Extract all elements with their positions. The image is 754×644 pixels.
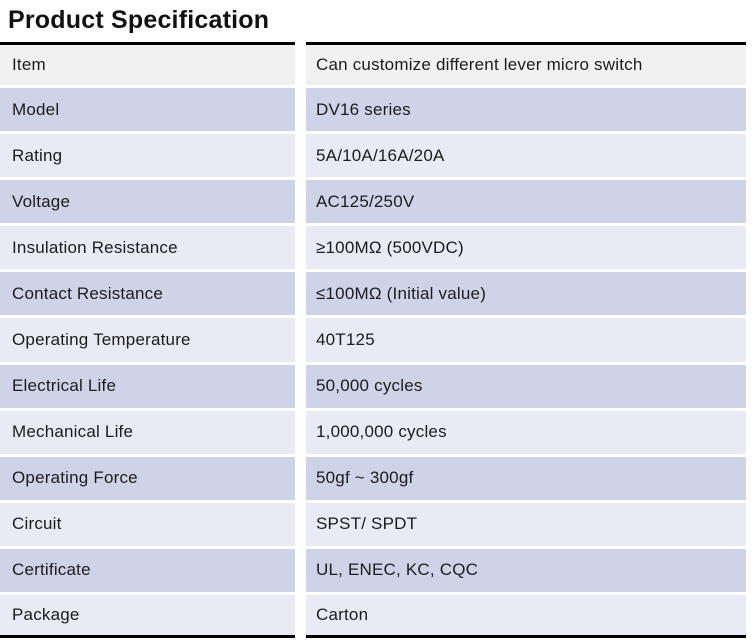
spec-label-cell: Electrical Life <box>0 364 295 408</box>
spec-value-cell: 5A/10A/16A/20A <box>306 134 746 178</box>
spec-value-cell: 50,000 cycles <box>306 364 746 408</box>
spec-label-cell: Mechanical Life <box>0 410 295 454</box>
page-title: Product Specification <box>8 6 270 34</box>
spec-value-cell: 1,000,000 cycles <box>306 410 746 454</box>
spec-label-cell: Package <box>0 594 295 638</box>
spec-label-cell: Voltage <box>0 180 295 224</box>
spec-value-cell: DV16 series <box>306 88 746 132</box>
spec-value-cell: UL, ENEC, KC, CQC <box>306 548 746 592</box>
spec-label-cell: Operating Temperature <box>0 318 295 362</box>
spec-value-cell: ≥100MΩ (500VDC) <box>306 226 746 270</box>
spec-value-cell: Carton <box>306 594 746 638</box>
spec-value-cell: SPST/ SPDT <box>306 502 746 546</box>
spec-label-cell: Operating Force <box>0 456 295 500</box>
spec-value-cell: AC125/250V <box>306 180 746 224</box>
spec-label-cell: Model <box>0 88 295 132</box>
spec-label-cell: Certificate <box>0 548 295 592</box>
spec-value-cell: 40T125 <box>306 318 746 362</box>
spec-value-cell: 50gf ~ 300gf <box>306 456 746 500</box>
spec-label-cell: Item <box>0 42 295 86</box>
spec-value-cell: Can customize different lever micro swit… <box>306 42 746 86</box>
spec-label-cell: Insulation Resistance <box>0 226 295 270</box>
spec-label-cell: Circuit <box>0 502 295 546</box>
spec-label-cell: Contact Resistance <box>0 272 295 316</box>
spec-value-cell: ≤100MΩ (Initial value) <box>306 272 746 316</box>
spec-label-cell: Rating <box>0 134 295 178</box>
spec-table: Item Can customize different lever micro … <box>0 42 746 638</box>
